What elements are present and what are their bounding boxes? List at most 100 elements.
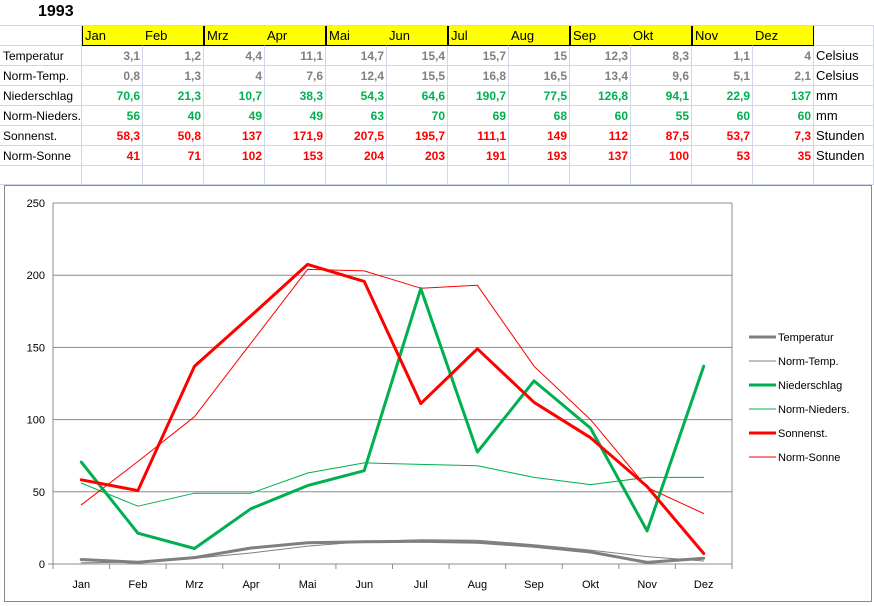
data-cell[interactable]: 1,1 xyxy=(692,46,753,66)
data-cell[interactable]: 49 xyxy=(265,106,326,126)
data-cell[interactable]: 15,7 xyxy=(448,46,509,66)
data-cell[interactable]: 149 xyxy=(509,126,570,146)
data-cell[interactable]: 50,8 xyxy=(143,126,204,146)
data-cell[interactable]: 40 xyxy=(143,106,204,126)
empty-cell[interactable] xyxy=(753,166,814,185)
data-cell[interactable]: 4 xyxy=(204,66,265,86)
row-label[interactable]: Norm-Nieders. xyxy=(0,106,82,126)
data-cell[interactable]: 193 xyxy=(509,146,570,166)
data-cell[interactable]: 207,5 xyxy=(326,126,387,146)
empty-cell[interactable] xyxy=(143,166,204,185)
month-header[interactable]: Feb xyxy=(143,26,204,46)
data-cell[interactable]: 1,3 xyxy=(143,66,204,86)
empty-cell[interactable] xyxy=(0,166,82,185)
data-cell[interactable]: 4 xyxy=(753,46,814,66)
unit-cell[interactable]: mm xyxy=(814,106,874,126)
data-cell[interactable]: 204 xyxy=(326,146,387,166)
data-cell[interactable]: 38,3 xyxy=(265,86,326,106)
empty-cell[interactable] xyxy=(631,166,692,185)
month-header[interactable]: Nov xyxy=(692,26,753,46)
data-cell[interactable]: 100 xyxy=(631,146,692,166)
row-label[interactable]: Niederschlag xyxy=(0,86,82,106)
empty-cell[interactable] xyxy=(509,166,570,185)
data-cell[interactable]: 49 xyxy=(204,106,265,126)
data-cell[interactable]: 10,7 xyxy=(204,86,265,106)
data-cell[interactable]: 22,9 xyxy=(692,86,753,106)
data-cell[interactable]: 16,5 xyxy=(509,66,570,86)
data-cell[interactable]: 55 xyxy=(631,106,692,126)
data-cell[interactable]: 58,3 xyxy=(82,126,143,146)
empty-cell[interactable] xyxy=(387,166,448,185)
empty-cell[interactable] xyxy=(326,166,387,185)
data-cell[interactable]: 94,1 xyxy=(631,86,692,106)
empty-cell[interactable] xyxy=(204,166,265,185)
data-cell[interactable]: 190,7 xyxy=(448,86,509,106)
data-cell[interactable]: 11,1 xyxy=(265,46,326,66)
data-cell[interactable]: 171,9 xyxy=(265,126,326,146)
data-cell[interactable]: 14,7 xyxy=(326,46,387,66)
data-cell[interactable]: 68 xyxy=(509,106,570,126)
data-cell[interactable]: 60 xyxy=(692,106,753,126)
unit-cell[interactable]: Stunden xyxy=(814,146,874,166)
data-cell[interactable]: 12,4 xyxy=(326,66,387,86)
data-cell[interactable]: 5,1 xyxy=(692,66,753,86)
month-header[interactable]: Okt xyxy=(631,26,692,46)
month-header[interactable]: Dez xyxy=(753,26,814,46)
data-cell[interactable]: 102 xyxy=(204,146,265,166)
month-header[interactable]: Aug xyxy=(509,26,570,46)
data-cell[interactable]: 203 xyxy=(387,146,448,166)
data-cell[interactable]: 63 xyxy=(326,106,387,126)
data-cell[interactable]: 71 xyxy=(143,146,204,166)
empty-cell[interactable] xyxy=(0,26,82,46)
data-cell[interactable]: 0,8 xyxy=(82,66,143,86)
data-cell[interactable]: 15,4 xyxy=(387,46,448,66)
month-header[interactable]: Sep xyxy=(570,26,631,46)
data-cell[interactable]: 35 xyxy=(753,146,814,166)
empty-cell[interactable] xyxy=(570,166,631,185)
data-cell[interactable]: 53 xyxy=(692,146,753,166)
month-header[interactable]: Mrz xyxy=(204,26,265,46)
row-label[interactable]: Norm-Temp. xyxy=(0,66,82,86)
data-cell[interactable]: 70,6 xyxy=(82,86,143,106)
data-cell[interactable]: 8,3 xyxy=(631,46,692,66)
data-cell[interactable]: 137 xyxy=(204,126,265,146)
data-cell[interactable]: 195,7 xyxy=(387,126,448,146)
row-label[interactable]: Temperatur xyxy=(0,46,82,66)
data-cell[interactable]: 16,8 xyxy=(448,66,509,86)
data-cell[interactable]: 69 xyxy=(448,106,509,126)
unit-cell[interactable]: mm xyxy=(814,86,874,106)
month-header[interactable]: Jun xyxy=(387,26,448,46)
data-cell[interactable]: 111,1 xyxy=(448,126,509,146)
month-header[interactable]: Apr xyxy=(265,26,326,46)
empty-cell[interactable] xyxy=(692,166,753,185)
data-cell[interactable]: 9,6 xyxy=(631,66,692,86)
data-cell[interactable]: 2,1 xyxy=(753,66,814,86)
month-header[interactable]: Jul xyxy=(448,26,509,46)
data-cell[interactable]: 137 xyxy=(570,146,631,166)
data-cell[interactable]: 60 xyxy=(753,106,814,126)
data-cell[interactable]: 15 xyxy=(509,46,570,66)
data-cell[interactable]: 60 xyxy=(570,106,631,126)
month-header[interactable]: Jan xyxy=(82,26,143,46)
unit-cell[interactable]: Stunden xyxy=(814,126,874,146)
data-cell[interactable]: 15,5 xyxy=(387,66,448,86)
month-header[interactable]: Mai xyxy=(326,26,387,46)
data-cell[interactable]: 126,8 xyxy=(570,86,631,106)
data-cell[interactable]: 70 xyxy=(387,106,448,126)
data-cell[interactable]: 137 xyxy=(753,86,814,106)
data-cell[interactable]: 153 xyxy=(265,146,326,166)
data-cell[interactable]: 1,2 xyxy=(143,46,204,66)
data-cell[interactable]: 53,7 xyxy=(692,126,753,146)
row-label[interactable]: Norm-Sonne xyxy=(0,146,82,166)
data-cell[interactable]: 13,4 xyxy=(570,66,631,86)
empty-cell[interactable] xyxy=(448,166,509,185)
empty-cell[interactable] xyxy=(814,26,874,46)
unit-cell[interactable]: Celsius xyxy=(814,46,874,66)
data-cell[interactable]: 54,3 xyxy=(326,86,387,106)
data-cell[interactable]: 4,4 xyxy=(204,46,265,66)
data-cell[interactable]: 64,6 xyxy=(387,86,448,106)
data-cell[interactable]: 7,3 xyxy=(753,126,814,146)
unit-cell[interactable]: Celsius xyxy=(814,66,874,86)
data-cell[interactable]: 56 xyxy=(82,106,143,126)
row-label[interactable]: Sonnenst. xyxy=(0,126,82,146)
